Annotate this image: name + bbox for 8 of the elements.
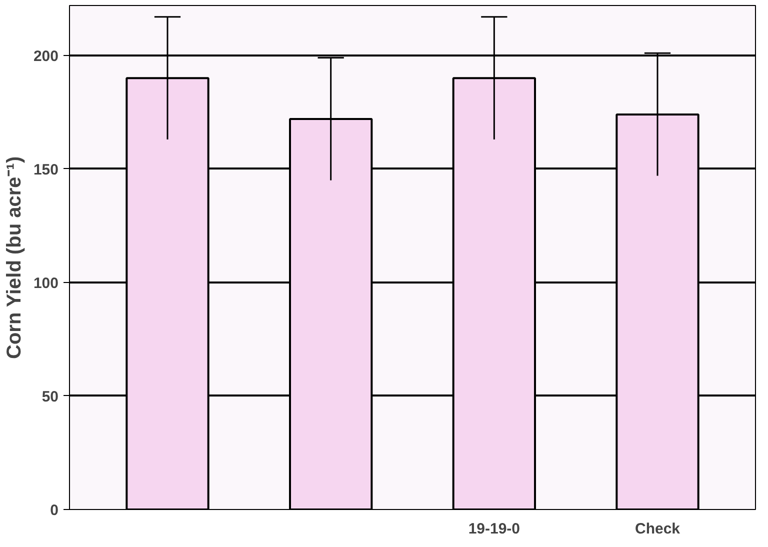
- x-tick-label: Check: [634, 520, 681, 538]
- y-tick-label: 0: [50, 502, 58, 519]
- y-tick-label: 100: [33, 274, 59, 292]
- x-tick-label: 19-19-0: [468, 520, 520, 538]
- y-axis-title: Corn Yield (bu acre⁻¹): [3, 156, 26, 359]
- y-tick-label: 50: [42, 388, 59, 406]
- y-tick-label: 150: [33, 161, 59, 178]
- y-tick-label: 200: [33, 48, 59, 65]
